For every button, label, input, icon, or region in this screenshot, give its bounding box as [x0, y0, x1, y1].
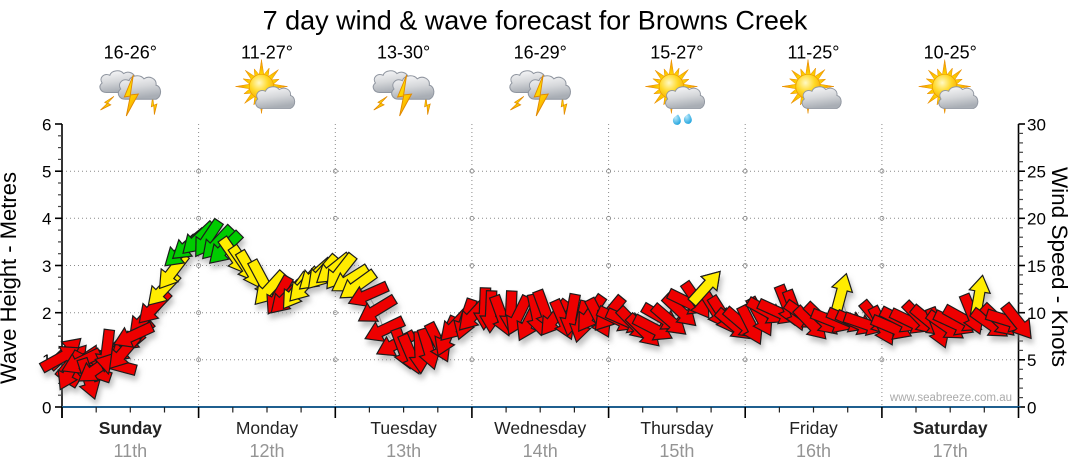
- svg-text:Wednesday: Wednesday: [494, 418, 586, 438]
- svg-text:Wave Height - Metres: Wave Height - Metres: [0, 172, 21, 384]
- svg-text:6: 6: [42, 115, 51, 134]
- svg-text:17th: 17th: [933, 441, 968, 461]
- svg-text:15th: 15th: [659, 441, 694, 461]
- svg-text:13-30°: 13-30°: [377, 43, 430, 63]
- svg-text:12th: 12th: [249, 441, 284, 461]
- svg-text:25: 25: [1027, 163, 1046, 182]
- svg-text:13th: 13th: [386, 441, 421, 461]
- svg-text:5: 5: [42, 163, 51, 182]
- svg-text:14th: 14th: [523, 441, 558, 461]
- svg-text:4: 4: [42, 210, 51, 229]
- svg-text:16-29°: 16-29°: [514, 43, 567, 63]
- svg-text:2: 2: [42, 304, 51, 323]
- svg-text:10-25°: 10-25°: [924, 43, 977, 63]
- svg-text:Thursday: Thursday: [640, 418, 713, 438]
- svg-text:Monday: Monday: [236, 418, 299, 438]
- svg-text:11th: 11th: [113, 441, 147, 461]
- svg-text:Saturday: Saturday: [913, 418, 988, 438]
- svg-text:Wind Speed - Knots: Wind Speed - Knots: [1047, 167, 1072, 367]
- svg-text:10: 10: [1027, 304, 1046, 323]
- svg-text:15: 15: [1027, 257, 1046, 276]
- svg-text:5: 5: [1027, 351, 1036, 370]
- svg-text:16-26°: 16-26°: [104, 43, 157, 63]
- svg-text:www.seabreeze.com.au: www.seabreeze.com.au: [889, 392, 1012, 404]
- svg-text:Sunday: Sunday: [99, 418, 162, 438]
- svg-text:7 day wind & wave forecast for: 7 day wind & wave forecast for Browns Cr…: [263, 6, 808, 36]
- svg-text:3: 3: [42, 257, 51, 276]
- svg-text:0: 0: [42, 398, 51, 417]
- svg-text:Tuesday: Tuesday: [370, 418, 437, 438]
- svg-text:20: 20: [1027, 210, 1046, 229]
- svg-text:11-27°: 11-27°: [241, 43, 293, 63]
- svg-text:30: 30: [1027, 115, 1046, 134]
- svg-text:0: 0: [1027, 398, 1036, 417]
- svg-text:15-27°: 15-27°: [650, 43, 703, 63]
- svg-text:16th: 16th: [796, 441, 831, 461]
- svg-text:11-25°: 11-25°: [788, 43, 840, 63]
- svg-text:Friday: Friday: [789, 418, 838, 438]
